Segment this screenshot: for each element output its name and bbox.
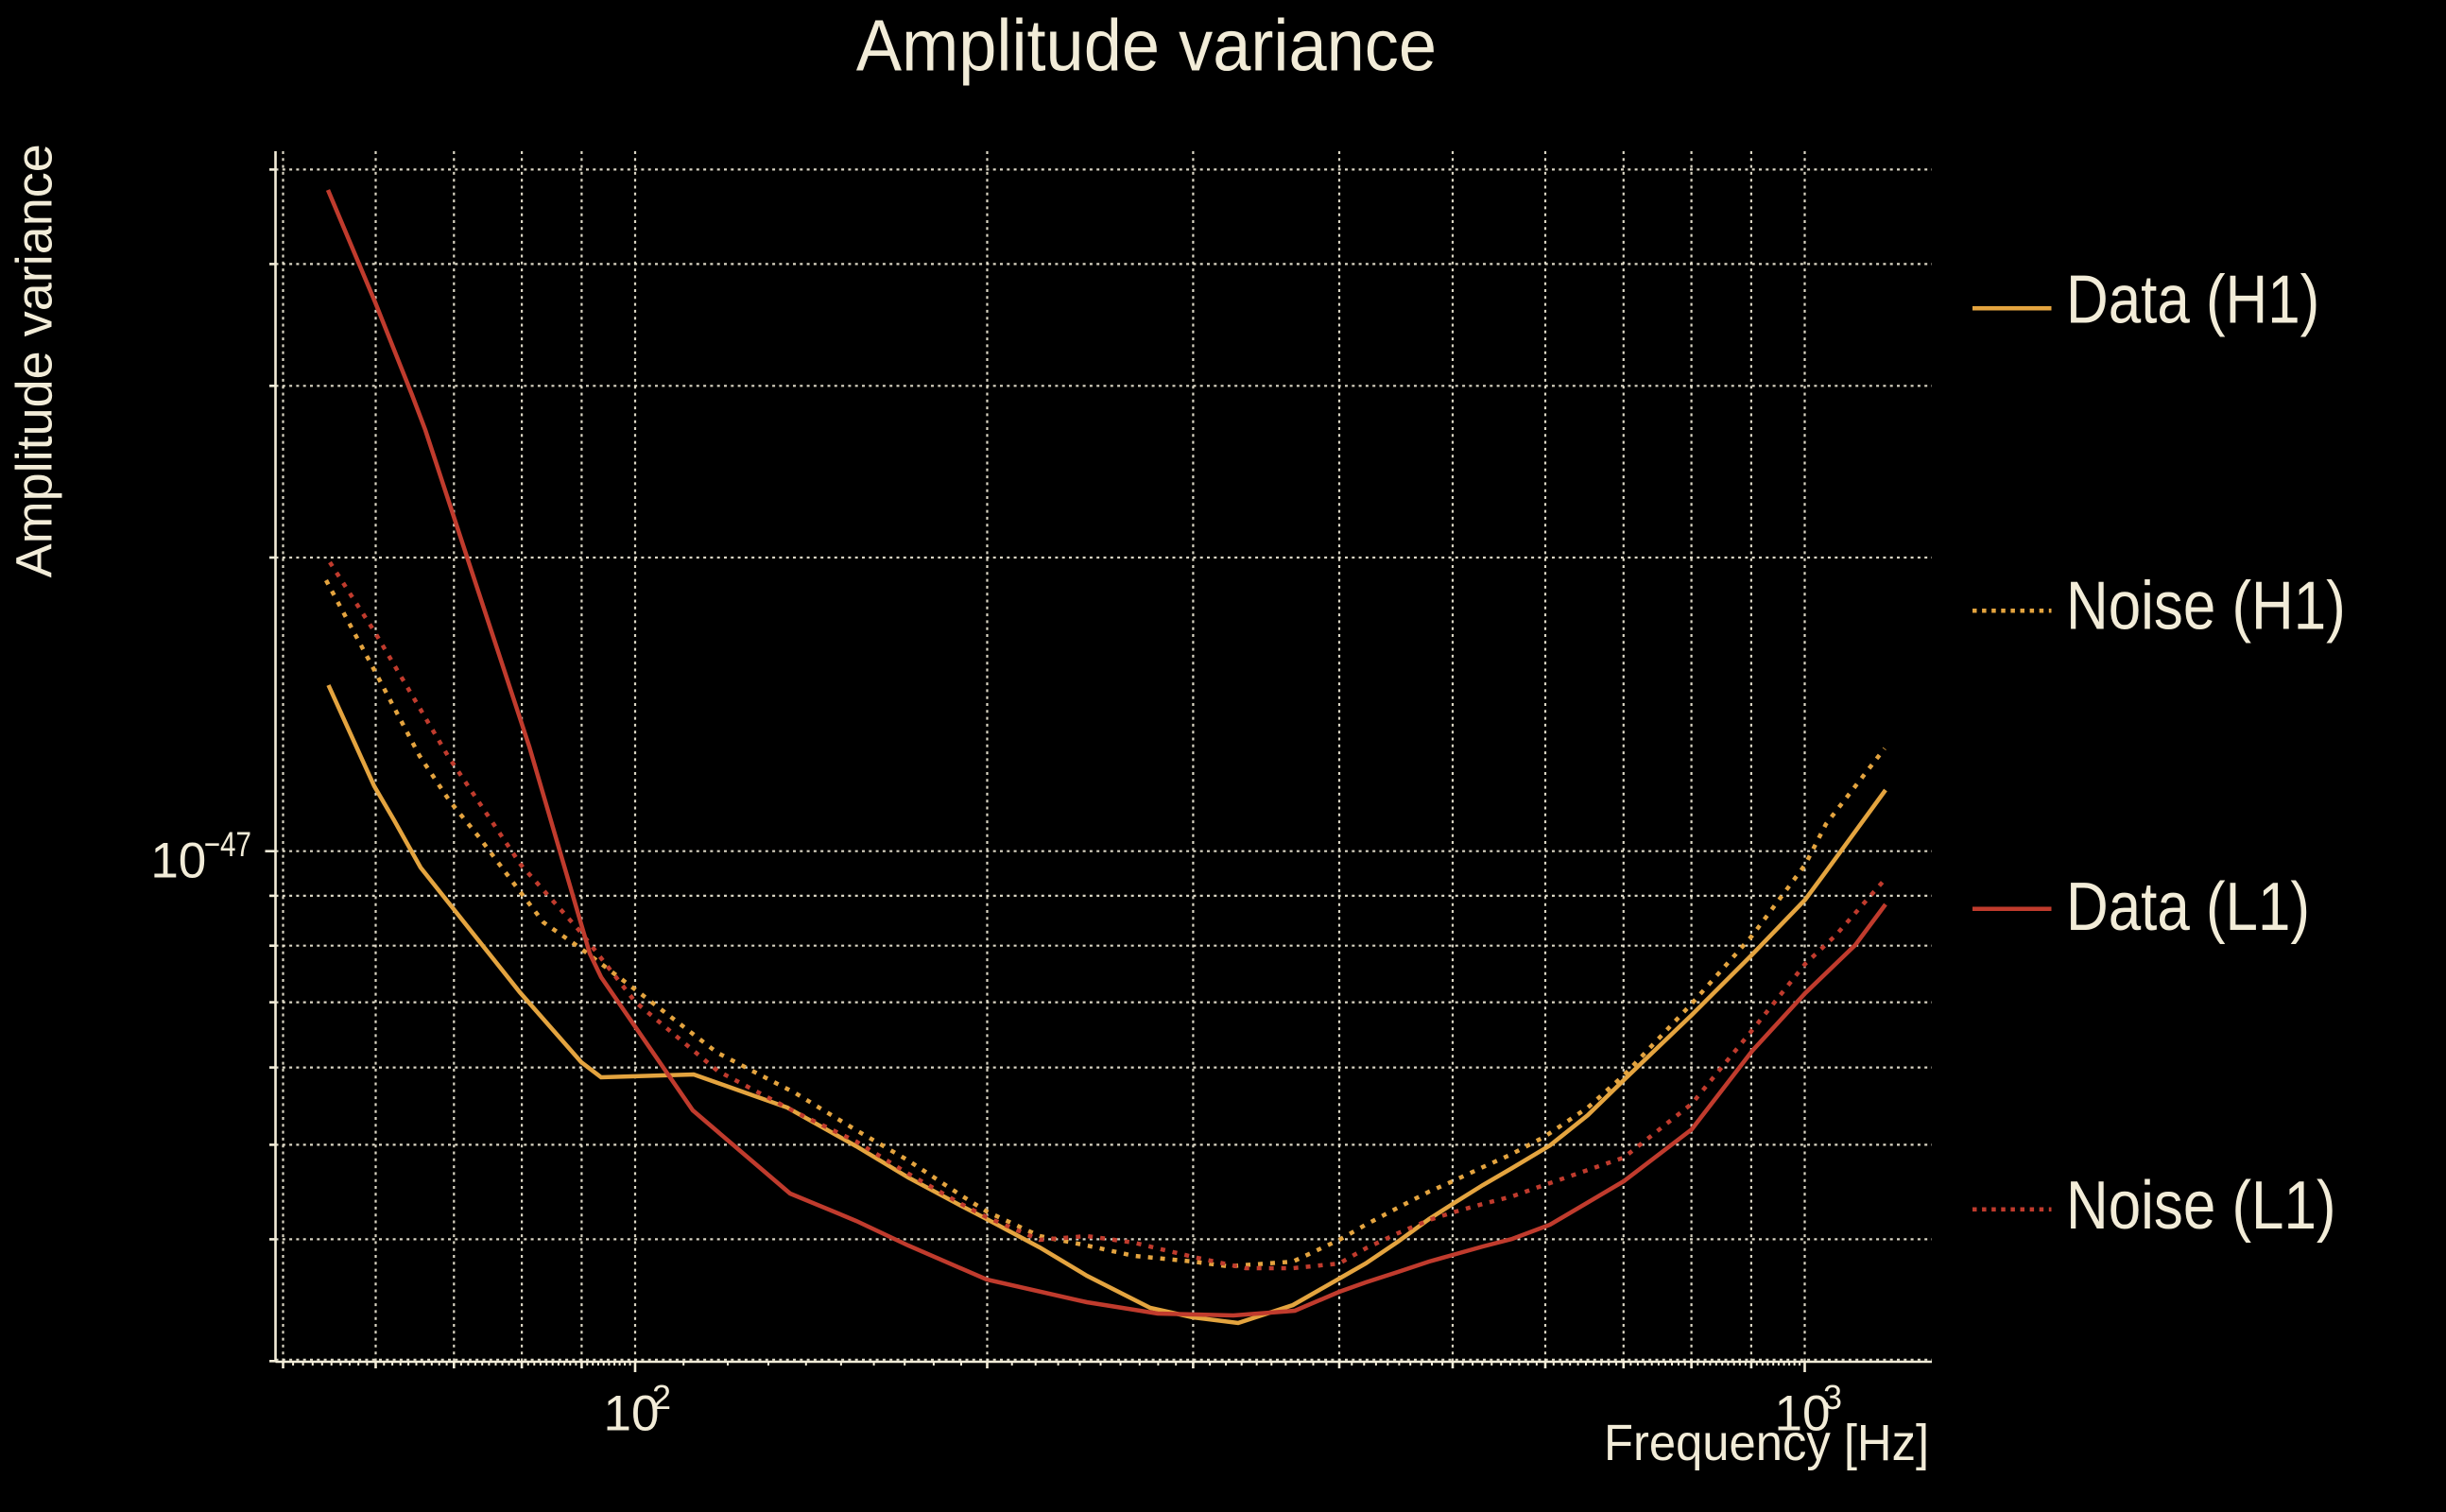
svg-text:Noise (L1): Noise (L1) [2066,1168,2336,1244]
svg-text:Data (L1): Data (L1) [2066,869,2310,945]
svg-text:2: 2 [652,1378,671,1417]
svg-text:Frequency [Hz]: Frequency [Hz] [1604,1416,1929,1472]
svg-text:10: 10 [150,833,206,889]
svg-text:−47: −47 [204,826,251,865]
svg-text:10: 10 [1775,1386,1831,1442]
svg-text:Data (H1): Data (H1) [2066,262,2319,337]
svg-text:Amplitude variance: Amplitude variance [856,4,1437,86]
svg-text:Noise (H1): Noise (H1) [2066,568,2346,644]
svg-text:3: 3 [1823,1378,1842,1417]
svg-text:10: 10 [604,1386,660,1442]
svg-text:Amplitude variance: Amplitude variance [7,144,63,577]
